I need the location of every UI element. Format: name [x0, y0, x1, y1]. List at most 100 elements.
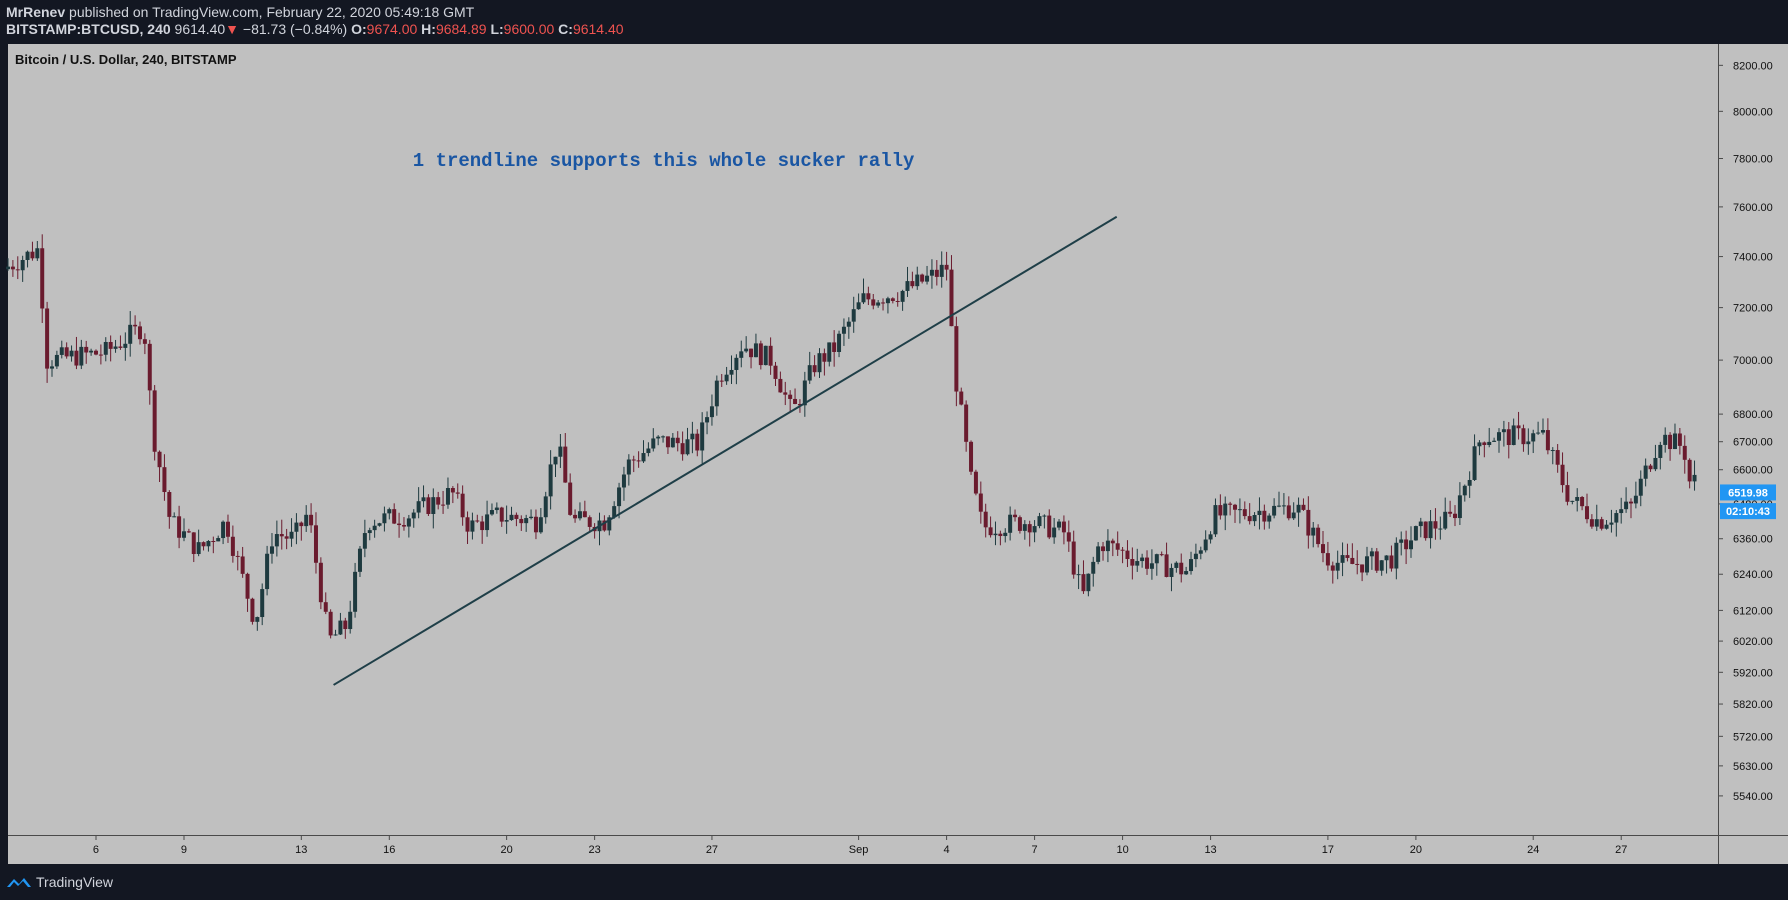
candle-body	[1540, 430, 1545, 433]
candle-body	[1575, 496, 1580, 501]
candle-body	[773, 365, 778, 379]
time-axis[interactable]	[8, 835, 1718, 864]
candle-body	[1145, 557, 1150, 569]
candle-body	[783, 392, 788, 395]
last-price-badge-label: 6519.98	[1728, 487, 1768, 499]
candle-body	[1384, 555, 1389, 561]
candle-body	[1492, 440, 1497, 442]
candle-body	[1418, 521, 1423, 527]
candle-body	[920, 274, 925, 282]
candle-body	[582, 511, 587, 518]
candle-body	[812, 365, 817, 373]
trendline[interactable]	[333, 215, 1118, 686]
candle-body	[670, 437, 675, 448]
candle-body	[841, 326, 846, 334]
candle-body	[1584, 506, 1589, 520]
candle-body	[1506, 429, 1511, 446]
candle-body	[20, 259, 25, 271]
candle-body	[338, 620, 343, 635]
y-tick-label: 6600.00	[1733, 465, 1773, 477]
candle-body	[441, 504, 446, 506]
candle-body	[1394, 542, 1399, 569]
candle-body	[885, 298, 890, 304]
candle-body	[739, 351, 744, 358]
candle-body	[563, 446, 568, 483]
candle-body	[1008, 514, 1013, 533]
low-value: 9600.00	[503, 21, 555, 37]
candle-body	[1448, 511, 1453, 514]
candle-body	[172, 516, 177, 518]
candle-body	[89, 350, 94, 353]
x-tick-label: 6	[93, 844, 99, 856]
candle-body	[1164, 554, 1169, 577]
candle-body	[1296, 504, 1301, 513]
candle-body	[221, 521, 226, 539]
x-tick-label: 17	[1322, 844, 1334, 856]
plot-area[interactable]	[8, 44, 1718, 835]
candle-body	[656, 436, 661, 439]
candle-body	[973, 471, 978, 494]
candle-body	[612, 506, 617, 518]
candle-body	[328, 611, 333, 636]
tradingview-brand[interactable]: TradingView	[6, 874, 113, 890]
open-value: 9674.00	[366, 21, 418, 37]
x-tick-label: 7	[1032, 844, 1038, 856]
candle-body	[1252, 515, 1257, 522]
y-tick-label: 6700.00	[1733, 437, 1773, 449]
candle-body	[372, 525, 377, 531]
candle-body	[1560, 464, 1565, 486]
candle-body	[685, 439, 690, 455]
candle-body	[1306, 509, 1311, 536]
candle-body	[1648, 465, 1653, 470]
candle-body	[294, 522, 299, 532]
chart-annotation[interactable]: 1 trendline supports this whole sucker r…	[413, 150, 915, 172]
candle-body	[465, 517, 470, 532]
y-tick-label: 7200.00	[1733, 303, 1773, 315]
candle-body	[1316, 527, 1321, 545]
candle-body	[64, 347, 69, 357]
candle-body	[900, 290, 905, 302]
high-label: H:	[421, 21, 436, 37]
candle-body	[1457, 495, 1462, 519]
candle-body	[1169, 567, 1174, 577]
open-label: O:	[351, 21, 367, 37]
candle-body	[1091, 561, 1096, 574]
price-badges: 6519.98 02:10:43	[1720, 484, 1776, 520]
candle-body	[1413, 526, 1418, 541]
candle-body	[827, 342, 832, 362]
price-axis[interactable]	[1718, 44, 1788, 864]
candle-body	[577, 511, 582, 519]
candle-body	[1321, 544, 1326, 554]
countdown-badge	[1720, 503, 1776, 520]
candle-body	[1135, 561, 1140, 566]
candle-body	[797, 403, 802, 406]
candle-body	[1052, 527, 1057, 538]
candle-body	[1262, 510, 1267, 522]
candle-body	[1462, 485, 1467, 496]
candle-body	[1125, 550, 1130, 560]
candle-body	[279, 534, 284, 537]
candle-body	[250, 598, 255, 622]
countdown-badge-label: 02:10:43	[1726, 506, 1770, 518]
candle-body	[309, 514, 314, 526]
candle-body	[700, 422, 705, 451]
candle-body	[1628, 501, 1633, 504]
x-tick-label: 23	[588, 844, 600, 856]
x-tick-label: 4	[944, 844, 950, 856]
candle-body	[617, 487, 622, 507]
candle-body	[1257, 510, 1262, 516]
candle-body	[910, 281, 915, 287]
candle-body	[211, 541, 216, 543]
y-axis-ticks: 8200.00 8000.00 7800.00 7600.00 7400.00 7200.…	[1718, 60, 1773, 803]
candle-body	[1174, 562, 1179, 568]
y-tick-label: 5920.00	[1733, 667, 1773, 679]
candle-body	[123, 343, 128, 348]
candle-body	[411, 512, 416, 519]
y-tick-label: 6020.00	[1733, 636, 1773, 648]
author-name[interactable]: MrRenev	[6, 4, 66, 20]
candle-body	[646, 448, 651, 454]
candle-body	[1081, 574, 1086, 592]
candle-body	[851, 309, 856, 322]
candle-body	[1228, 503, 1233, 505]
